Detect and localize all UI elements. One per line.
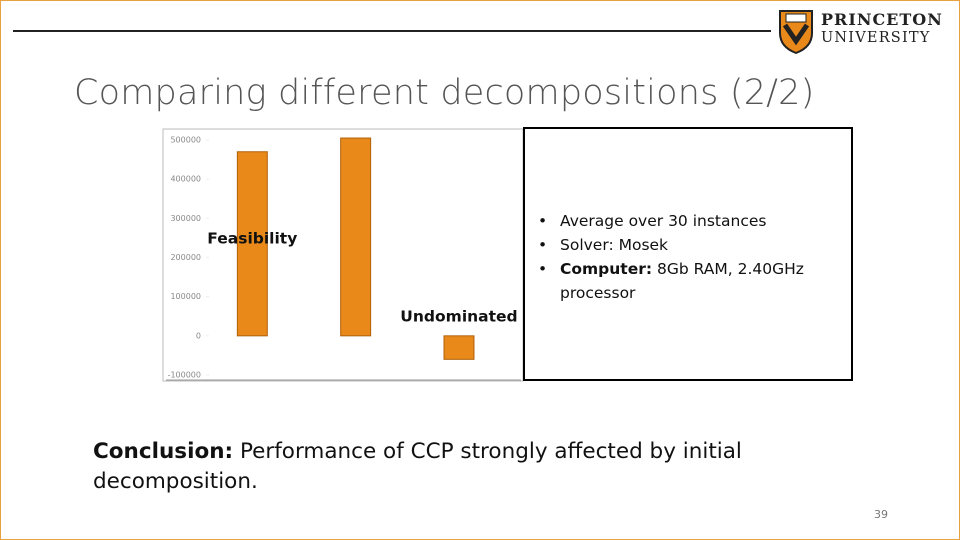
y-tick-label: 200000: [170, 253, 201, 262]
slide-title: Comparing different decompositions (2/2): [74, 73, 815, 113]
bullet-list: Average over 30 instances Solver: Mosek Co…: [538, 209, 828, 305]
y-tick-label: 400000: [170, 175, 201, 184]
y-tick-label: 300000: [170, 214, 201, 223]
bullet: Solver: Mosek: [538, 233, 828, 257]
conclusion-text: Performance of CCP strongly affected by …: [93, 439, 742, 494]
page-number: 39: [874, 508, 888, 521]
bullet: Computer: 8Gb RAM, 2.40GHz processor: [538, 257, 828, 305]
y-tick-label: 0: [196, 331, 201, 340]
conclusion-lead: Conclusion:: [93, 439, 234, 464]
bullet-text: 8Gb RAM, 2.40GHz processor: [560, 260, 804, 302]
chart: -100000 0 100000 200000 300000 400000 500000 Fe…: [166, 136, 521, 381]
y-tick-label: 500000: [170, 136, 201, 145]
category-label: Undominated: [400, 307, 517, 325]
conclusion: Conclusion: Performance of CCP strongly …: [93, 437, 813, 497]
bullet-text: Average over 30 instances: [560, 212, 767, 230]
y-tick-label: -100000: [168, 371, 201, 380]
bar: [236, 151, 268, 337]
category-label: Feasibility: [207, 229, 297, 247]
logo-book: [785, 13, 807, 23]
bullet-text: Solver: Mosek: [560, 236, 669, 254]
bullet-lead: Computer:: [560, 260, 653, 278]
bar: [340, 137, 372, 337]
logo-chevron: [782, 23, 810, 46]
bullet: Average over 30 instances: [538, 209, 828, 233]
logo-text: PRINCETON: [821, 10, 943, 29]
logo-text: UNIVERSITY: [821, 30, 931, 46]
notes-box: Average over 30 instances Solver: Mosek Co…: [523, 127, 853, 381]
bar: [443, 335, 475, 360]
y-tick-label: 100000: [170, 292, 201, 301]
